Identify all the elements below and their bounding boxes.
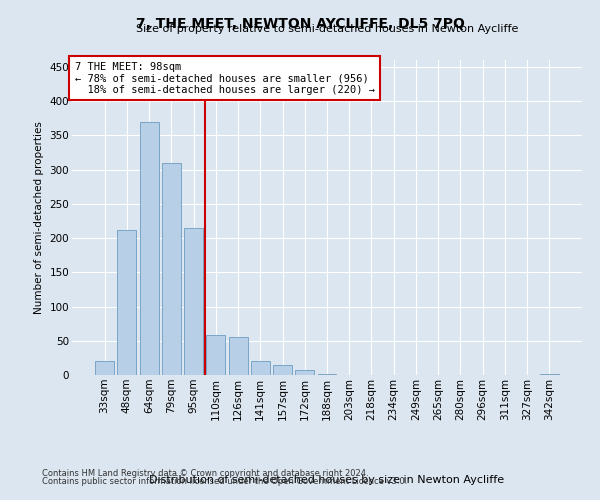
X-axis label: Distribution of semi-detached houses by size in Newton Aycliffe: Distribution of semi-detached houses by …	[149, 476, 505, 486]
Bar	[118, 230, 136, 375]
Bar	[206, 336, 225, 375]
Bar	[140, 122, 158, 375]
Y-axis label: Number of semi-detached properties: Number of semi-detached properties	[34, 121, 44, 314]
Text: 7 THE MEET: 98sqm
← 78% of semi-detached houses are smaller (956)
  18% of semi-: 7 THE MEET: 98sqm ← 78% of semi-detached…	[74, 62, 374, 95]
Text: Contains public sector information licensed under the Open Government Licence v3: Contains public sector information licen…	[42, 477, 407, 486]
Bar	[184, 228, 203, 375]
Bar	[317, 374, 337, 375]
Bar	[295, 370, 314, 375]
Bar	[162, 162, 181, 375]
Bar	[229, 338, 248, 375]
Text: 7, THE MEET, NEWTON AYCLIFFE, DL5 7PQ: 7, THE MEET, NEWTON AYCLIFFE, DL5 7PQ	[136, 18, 464, 32]
Bar	[273, 364, 292, 375]
Bar	[540, 374, 559, 375]
Bar	[251, 362, 270, 375]
Title: Size of property relative to semi-detached houses in Newton Aycliffe: Size of property relative to semi-detach…	[136, 24, 518, 34]
Text: Contains HM Land Registry data © Crown copyright and database right 2024.: Contains HM Land Registry data © Crown c…	[42, 468, 368, 477]
Bar	[95, 362, 114, 375]
